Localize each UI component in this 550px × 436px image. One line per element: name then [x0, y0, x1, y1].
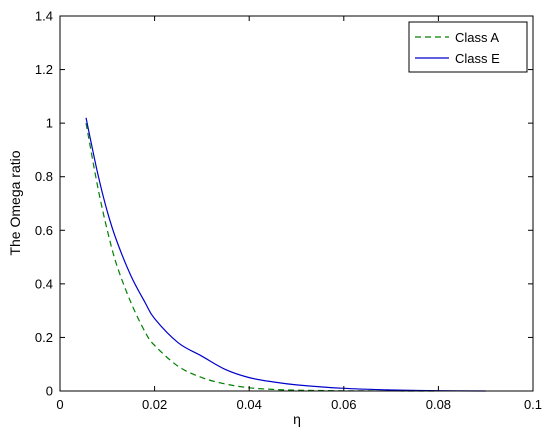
- legend-label-class-e: Class E: [455, 51, 500, 66]
- y-tick-label: 0.6: [35, 223, 53, 238]
- y-tick-label: 1.4: [35, 9, 53, 24]
- axis-ticks: 0 0.02 0.04 0.06 0.08 0.1 0 0.2 0.4 0.6 0.8 1 1.2 1.4: [35, 9, 542, 413]
- legend-label-class-a: Class A: [455, 30, 499, 45]
- legend: Class A Class E: [408, 21, 528, 73]
- x-tick-label: 0.08: [426, 397, 451, 412]
- x-tick-label: 0.1: [524, 397, 542, 412]
- series-line-class-a: [85, 123, 439, 392]
- x-axis-label: η: [293, 411, 301, 427]
- y-tick-label: 1.2: [35, 62, 53, 77]
- series-line-class-e: [85, 117, 486, 392]
- plot-frame: [59, 15, 534, 392]
- x-tick-label: 0.06: [331, 397, 356, 412]
- x-tick-label: 0: [56, 397, 63, 412]
- y-tick-label: 0: [46, 384, 53, 399]
- x-tick-label: 0.04: [237, 397, 262, 412]
- y-axis-label: The Omega ratio: [7, 150, 23, 255]
- y-tick-label: 0.8: [35, 169, 53, 184]
- y-tick-label: 0.2: [35, 330, 53, 345]
- x-tick-label: 0.02: [142, 397, 167, 412]
- legend-box: [408, 21, 528, 73]
- y-tick-label: 0.4: [35, 276, 53, 291]
- y-tick-label: 1: [46, 116, 53, 131]
- series-layer: [85, 117, 486, 392]
- plot-background: [60, 16, 533, 391]
